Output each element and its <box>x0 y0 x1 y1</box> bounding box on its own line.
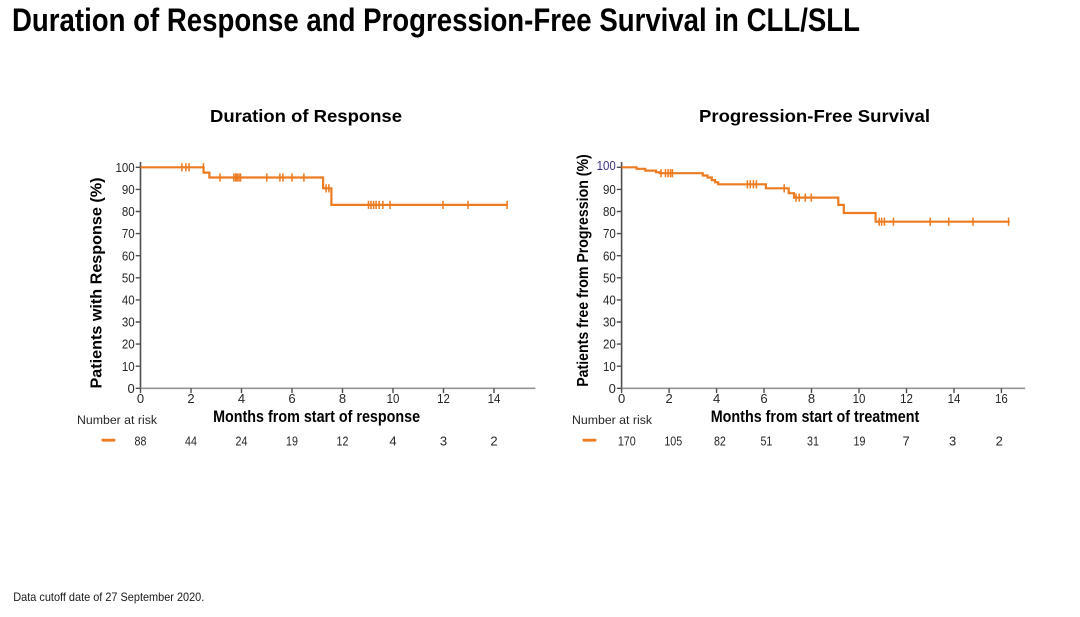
svg-text:80: 80 <box>122 204 135 219</box>
svg-text:0: 0 <box>127 381 134 396</box>
svg-text:90: 90 <box>603 182 616 197</box>
svg-text:6: 6 <box>288 391 295 406</box>
svg-text:100: 100 <box>116 160 135 175</box>
svg-text:10: 10 <box>853 391 866 406</box>
svg-text:12: 12 <box>437 391 450 406</box>
svg-text:70: 70 <box>122 226 135 241</box>
svg-text:50: 50 <box>122 270 135 285</box>
svg-text:31: 31 <box>807 433 819 448</box>
svg-text:10: 10 <box>387 391 400 406</box>
svg-text:51: 51 <box>760 433 772 448</box>
svg-text:6: 6 <box>760 391 767 406</box>
svg-text:50: 50 <box>603 270 616 285</box>
svg-text:24: 24 <box>236 433 248 448</box>
svg-text:14: 14 <box>488 391 501 406</box>
svg-text:2: 2 <box>996 433 1003 448</box>
svg-text:20: 20 <box>122 337 135 352</box>
svg-text:Data cutoff date of 27 Septemb: Data cutoff date of 27 September 2020. <box>13 591 204 604</box>
svg-text:100: 100 <box>597 158 616 173</box>
svg-text:170: 170 <box>618 433 636 448</box>
svg-text:20: 20 <box>603 337 616 352</box>
svg-text:90: 90 <box>122 182 135 197</box>
svg-text:10: 10 <box>603 359 616 374</box>
svg-text:Number at risk: Number at risk <box>572 413 653 427</box>
svg-text:19: 19 <box>286 433 298 448</box>
svg-text:Patients with Response (%): Patients with Response (%) <box>89 178 106 389</box>
svg-text:0: 0 <box>609 381 616 396</box>
svg-text:30: 30 <box>603 315 616 330</box>
svg-text:Duration of Response: Duration of Response <box>210 106 402 126</box>
svg-text:3: 3 <box>949 433 956 448</box>
svg-text:0: 0 <box>137 391 144 406</box>
svg-text:30: 30 <box>122 315 135 330</box>
svg-text:12: 12 <box>337 433 349 448</box>
svg-text:60: 60 <box>122 248 135 263</box>
svg-text:Progression-Free Survival: Progression-Free Survival <box>699 106 930 126</box>
svg-text:10: 10 <box>122 359 135 374</box>
svg-text:2: 2 <box>187 391 194 406</box>
svg-text:40: 40 <box>603 293 616 308</box>
svg-text:40: 40 <box>122 293 135 308</box>
svg-text:60: 60 <box>603 248 616 263</box>
svg-text:Months from start of treatment: Months from start of treatment <box>711 407 920 426</box>
svg-text:70: 70 <box>603 226 616 241</box>
svg-text:44: 44 <box>185 433 197 448</box>
svg-text:Number at risk: Number at risk <box>77 413 158 427</box>
svg-text:0: 0 <box>618 391 625 406</box>
svg-text:4: 4 <box>389 433 396 448</box>
svg-text:105: 105 <box>664 433 682 448</box>
svg-text:82: 82 <box>714 433 726 448</box>
svg-text:19: 19 <box>854 433 866 448</box>
svg-text:3: 3 <box>440 433 447 448</box>
svg-text:80: 80 <box>603 204 616 219</box>
svg-text:Duration of Response and Progr: Duration of Response and Progression-Fre… <box>12 2 860 38</box>
svg-text:8: 8 <box>339 391 346 406</box>
svg-text:Patients free from Progression: Patients free from Progression (%) <box>575 154 592 387</box>
svg-text:12: 12 <box>900 391 913 406</box>
svg-text:88: 88 <box>135 433 147 448</box>
svg-text:8: 8 <box>808 391 815 406</box>
svg-text:Months from start of response: Months from start of response <box>213 407 420 426</box>
svg-text:2: 2 <box>490 433 497 448</box>
svg-text:7: 7 <box>902 433 909 448</box>
svg-text:2: 2 <box>665 391 672 406</box>
svg-text:14: 14 <box>948 391 961 406</box>
svg-text:4: 4 <box>238 391 245 406</box>
svg-text:16: 16 <box>995 391 1008 406</box>
svg-text:4: 4 <box>713 391 720 406</box>
